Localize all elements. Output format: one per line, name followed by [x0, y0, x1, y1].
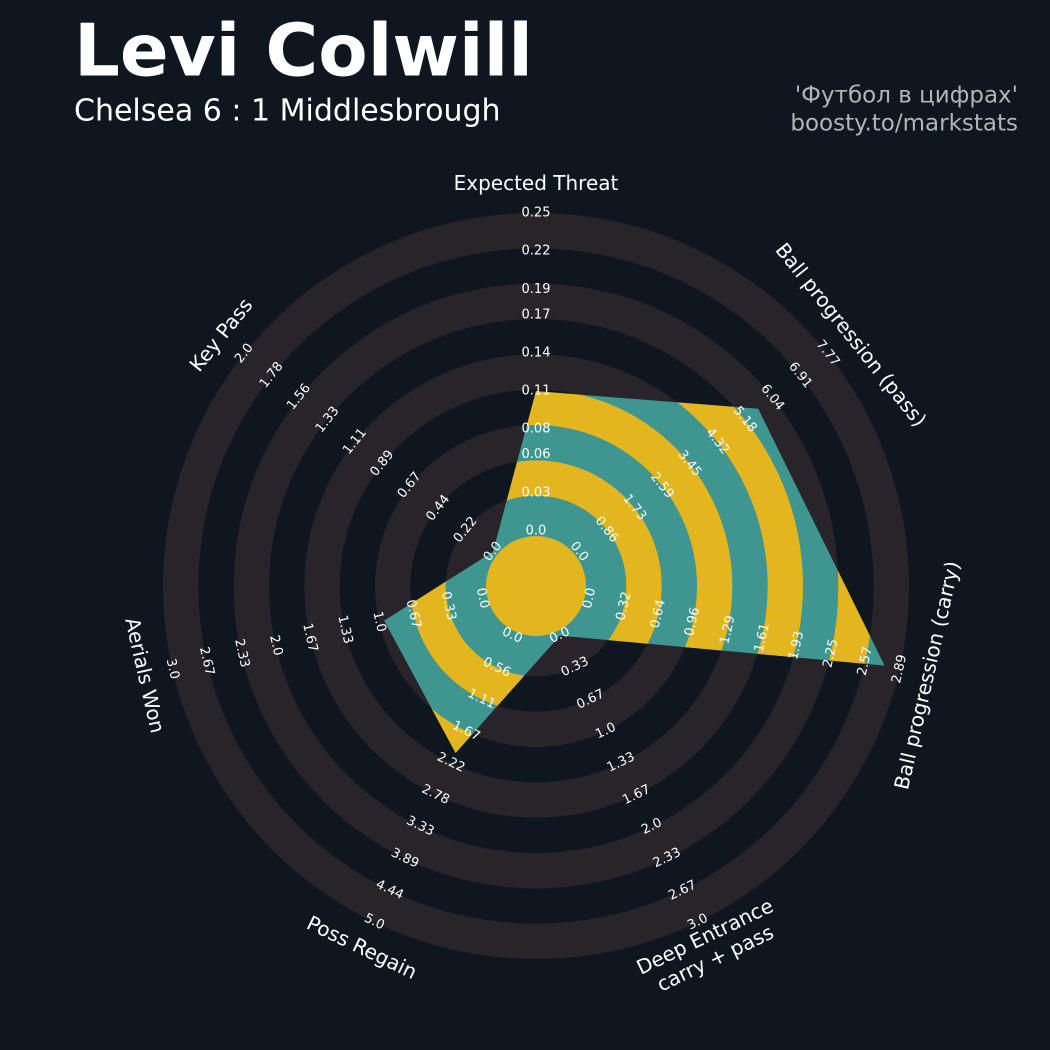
axis-label-line: Expected Threat: [454, 171, 619, 195]
credit: 'Футбол в цифрах': [795, 83, 1018, 109]
tick-label: 1.67: [299, 622, 320, 654]
tick-label: 0.22: [522, 244, 551, 259]
tick-label: 2.89: [889, 653, 910, 685]
tick-label: 2.33: [231, 637, 252, 669]
tick-label: 0.96: [682, 606, 703, 638]
tick-label: 2.25: [820, 638, 841, 670]
tick-label: 2.0: [266, 634, 285, 658]
axis-label: Expected Threat: [454, 171, 619, 195]
tick-label: 0.11: [522, 384, 551, 399]
tick-label: 0.03: [522, 485, 551, 500]
tick-label: 1.29: [717, 614, 738, 646]
tick-label: 0.19: [522, 282, 551, 297]
tick-label: 0.25: [522, 206, 551, 221]
tick-label: 1.33: [334, 614, 355, 646]
tick-label: 2.67: [196, 645, 217, 677]
tick-label: 0.0: [580, 586, 599, 610]
tick-label: 1.0: [369, 610, 388, 634]
tick-label: 0.33: [438, 590, 459, 622]
tick-label: 0.67: [403, 598, 424, 630]
center-circle: [486, 536, 586, 636]
credit: boosty.to/markstats: [790, 111, 1018, 137]
chart-title: Levi Colwill: [74, 9, 533, 93]
tick-label: 0.06: [522, 447, 551, 462]
tick-label: 3.0: [163, 657, 182, 681]
tick-label: 0.0: [473, 586, 492, 610]
tick-label: 0.64: [648, 598, 669, 630]
chart-subtitle: Chelsea 6 : 1 Middlesbrough: [74, 94, 501, 129]
tick-label: 0.32: [613, 590, 634, 622]
tick-label: 0.17: [522, 307, 551, 322]
tick-label: 1.61: [752, 622, 773, 654]
tick-label: 0.08: [522, 422, 551, 437]
tick-label: 0.0: [526, 524, 547, 539]
tick-label: 0.14: [522, 345, 551, 360]
tick-label: 2.57: [855, 645, 876, 677]
tick-label: 1.93: [786, 630, 807, 662]
